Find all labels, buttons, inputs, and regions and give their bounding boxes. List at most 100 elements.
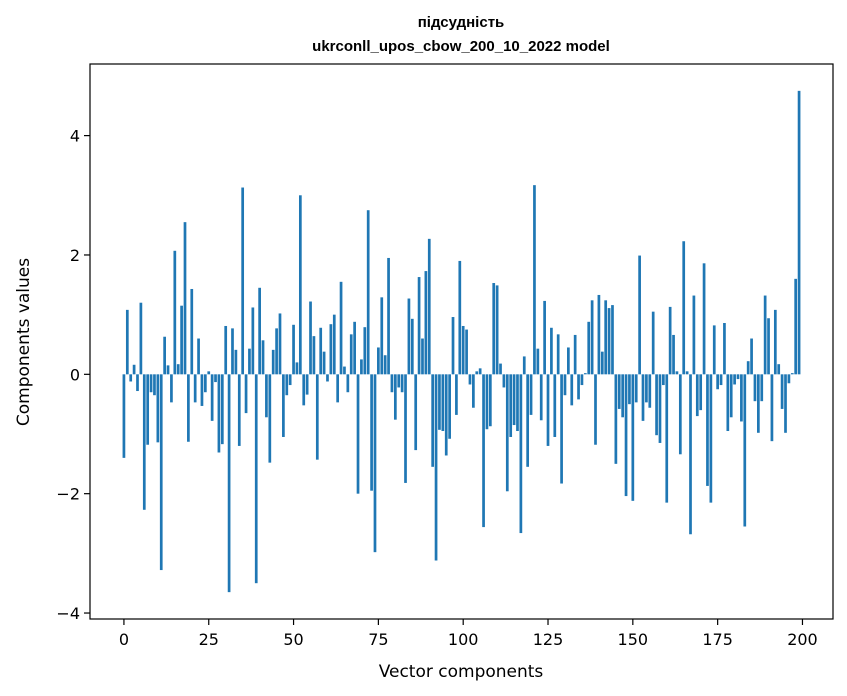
- bar-131: [567, 347, 570, 375]
- bar-100: [461, 325, 465, 375]
- bar-121: [533, 185, 536, 375]
- bar-19: [187, 374, 190, 442]
- bar-114: [509, 374, 513, 437]
- bar-57: [315, 374, 319, 460]
- bar-105: [478, 368, 482, 375]
- bar-26: [210, 374, 214, 421]
- bar-120: [529, 374, 533, 415]
- bar-129: [560, 374, 563, 484]
- bar-48: [285, 374, 289, 396]
- bar-196: [787, 374, 791, 384]
- bar-99: [458, 260, 462, 375]
- bar-46: [278, 313, 282, 375]
- bar-30: [224, 325, 228, 375]
- bar-78: [387, 257, 390, 375]
- plot-frame: [89, 63, 834, 620]
- bar-176: [719, 374, 723, 386]
- bar-119: [526, 374, 530, 467]
- bar-41: [261, 340, 265, 375]
- bar-24: [203, 374, 207, 393]
- bar-32: [231, 328, 234, 375]
- bar-35: [241, 187, 245, 375]
- bar-136: [583, 373, 587, 375]
- bar-179: [729, 374, 733, 418]
- bar-194: [780, 374, 784, 409]
- bar-139: [594, 374, 597, 445]
- bar-18: [183, 222, 187, 375]
- bar-40: [258, 287, 261, 375]
- bar-153: [641, 374, 645, 421]
- bar-165: [682, 241, 686, 375]
- bar-163: [675, 371, 679, 375]
- bar-54: [305, 374, 309, 395]
- bar-92: [434, 374, 438, 561]
- bar-2: [129, 374, 133, 382]
- bar-173: [709, 374, 713, 503]
- bar-180: [733, 374, 736, 385]
- bar-141: [600, 351, 604, 375]
- bar-20: [190, 288, 194, 375]
- bar-155: [648, 374, 652, 408]
- bar-88: [421, 338, 424, 375]
- bar-168: [692, 295, 696, 375]
- bar-133: [573, 334, 577, 375]
- bar-113: [505, 374, 509, 492]
- bar-122: [536, 348, 540, 375]
- bar-96: [448, 374, 451, 439]
- bar-160: [665, 374, 669, 503]
- bar-36: [244, 374, 248, 414]
- bar-10: [156, 374, 160, 443]
- bar-5: [139, 302, 143, 375]
- bar-33: [234, 349, 238, 375]
- bar-97: [451, 317, 455, 375]
- bar-15: [173, 250, 177, 375]
- bar-38: [251, 307, 255, 375]
- bar-147: [621, 374, 625, 418]
- bar-87: [417, 277, 421, 375]
- bar-145: [614, 374, 618, 464]
- bar-49: [288, 374, 292, 386]
- bar-187: [757, 374, 760, 433]
- bar-130: [563, 374, 567, 396]
- bar-25: [207, 371, 211, 375]
- bar-161: [668, 306, 672, 375]
- bar-31: [227, 374, 231, 593]
- bar-59: [322, 351, 326, 375]
- bar-183: [743, 374, 747, 527]
- bar-9: [153, 374, 156, 396]
- bar-63: [336, 374, 340, 403]
- bar-64: [339, 281, 343, 375]
- bar-116: [516, 374, 519, 432]
- bar-112: [502, 374, 506, 388]
- bar-80: [393, 374, 397, 420]
- bar-72: [366, 210, 370, 375]
- x-tick-label: 175: [702, 630, 733, 649]
- bar-52: [298, 195, 302, 375]
- bar-0: [122, 374, 126, 458]
- bar-14: [170, 374, 173, 403]
- bar-1: [125, 309, 129, 375]
- x-axis-label: Vector components: [379, 662, 544, 682]
- bar-185: [750, 338, 753, 375]
- bar-154: [645, 374, 648, 403]
- bar-45: [275, 328, 278, 375]
- bar-138: [590, 300, 594, 375]
- bar-166: [685, 371, 689, 375]
- bar-109: [492, 283, 496, 375]
- bar-85: [410, 318, 414, 375]
- bar-156: [651, 311, 655, 375]
- bar-169: [695, 374, 699, 417]
- chart-subtitle: ukrconll_upos_cbow_200_10_2022 model: [312, 38, 610, 55]
- bar-102: [468, 374, 472, 385]
- bar-62: [332, 314, 336, 375]
- bar-111: [499, 363, 502, 375]
- bar-23: [200, 374, 204, 406]
- bar-50: [292, 324, 295, 375]
- bar-178: [726, 374, 730, 432]
- bar-27: [214, 374, 217, 383]
- bar-157: [655, 374, 658, 436]
- bar-47: [282, 374, 285, 437]
- bar-42: [265, 374, 268, 418]
- bar-83: [404, 374, 407, 483]
